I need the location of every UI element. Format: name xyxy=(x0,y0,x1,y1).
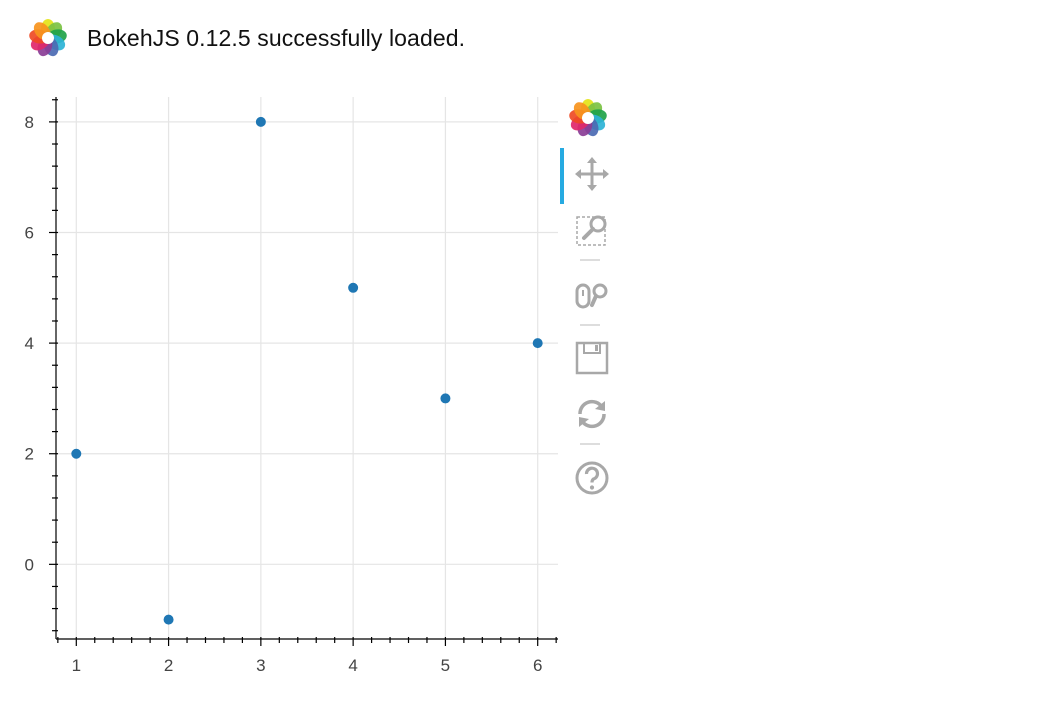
reset-icon xyxy=(578,399,606,429)
data-points xyxy=(71,116,543,625)
help-icon xyxy=(575,461,609,495)
data-point xyxy=(163,614,174,625)
x-tick-label: 3 xyxy=(256,656,265,675)
pan-icon xyxy=(575,157,609,191)
y-tick-label: 4 xyxy=(25,334,34,353)
toolbar-separator xyxy=(580,324,600,326)
data-point xyxy=(71,448,82,459)
reset-tool-button[interactable] xyxy=(570,394,614,434)
data-point xyxy=(440,393,451,404)
data-point xyxy=(532,338,543,349)
box-zoom-tool-button[interactable] xyxy=(570,210,614,250)
save-icon xyxy=(575,341,609,375)
tick-labels: 1 2 3 4 5 6 0 2 4 6 8 xyxy=(25,113,543,675)
y-tick-label: 6 xyxy=(25,224,34,243)
axes xyxy=(49,97,558,646)
grid xyxy=(56,97,558,639)
x-tick-label: 6 xyxy=(533,656,542,675)
data-point xyxy=(348,282,359,293)
bokeh-logo-icon[interactable] xyxy=(568,98,608,138)
help-tool-button[interactable] xyxy=(570,458,614,498)
bokeh-logo-icon xyxy=(29,19,67,57)
y-tick-label: 0 xyxy=(25,555,34,574)
wheel-zoom-tool-button[interactable] xyxy=(570,276,614,316)
toolbar-separator xyxy=(580,259,600,261)
x-tick-label: 1 xyxy=(72,656,81,675)
save-tool-button[interactable] xyxy=(570,338,614,378)
wheel-zoom-icon xyxy=(575,283,608,309)
pan-tool-button[interactable] xyxy=(560,148,614,204)
data-point xyxy=(255,116,266,127)
load-message: BokehJS 0.12.5 successfully loaded. xyxy=(87,24,466,51)
box-zoom-icon xyxy=(576,215,607,246)
y-tick-label: 8 xyxy=(25,113,34,132)
y-tick-label: 2 xyxy=(25,445,34,464)
x-tick-label: 2 xyxy=(164,656,173,675)
load-banner: BokehJS 0.12.5 successfully loaded. xyxy=(28,18,465,58)
x-tick-label: 4 xyxy=(348,656,357,675)
x-tick-label: 5 xyxy=(441,656,450,675)
toolbar-separator xyxy=(580,443,600,445)
